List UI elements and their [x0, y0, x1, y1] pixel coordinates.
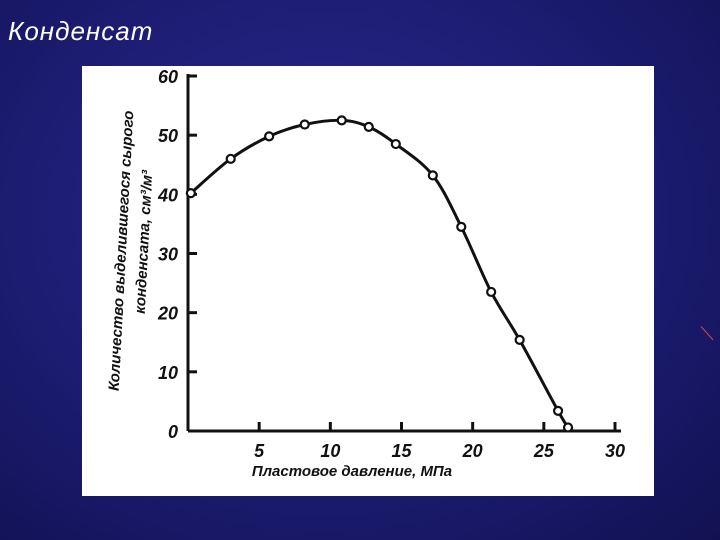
y-axis-label-line2: конденсата, см³/м³	[132, 169, 157, 315]
x-tick-label: 20	[462, 441, 483, 461]
y-tick-label: 0	[168, 422, 178, 442]
y-tick-label: 50	[158, 126, 178, 146]
x-tick-label: 30	[605, 441, 625, 461]
x-axis-label: Пластовое давление, МПа	[252, 463, 452, 480]
x-tick-label: 5	[254, 441, 265, 461]
x-tick-label: 25	[533, 441, 555, 461]
data-point	[514, 334, 525, 345]
data-point	[336, 115, 347, 126]
decorative-line	[700, 326, 714, 341]
data-point	[456, 221, 467, 232]
data-point	[390, 138, 401, 150]
data-point	[225, 153, 236, 164]
y-tick-label: 30	[158, 245, 178, 265]
series-line	[189, 118, 570, 429]
data-point	[185, 188, 196, 199]
y-tick-label: 40	[157, 185, 178, 205]
y-tick-label: 60	[158, 67, 178, 87]
y-tick-label: 20	[157, 304, 178, 324]
chart-axes	[186, 74, 621, 433]
data-points	[185, 115, 574, 433]
data-point	[552, 405, 564, 416]
x-tick-label: 10	[320, 441, 340, 461]
data-point	[562, 422, 574, 433]
data-point	[299, 119, 310, 130]
slide-title: Конденсат	[8, 16, 154, 46]
y-axis-ticks: 0 10 20 30 40 50 60	[157, 67, 197, 442]
y-axis-label-line1: Количество выделившегося сырого	[106, 110, 138, 391]
y-axis-label: Количество выделившегося сырого конденса…	[106, 110, 157, 391]
chart-panel: 0 10 20 30 40 50 60 5 10 15 20 25 30 Пластовое давл…	[82, 66, 654, 496]
data-point	[486, 286, 497, 298]
x-tick-label: 15	[391, 441, 412, 461]
data-point	[264, 131, 275, 142]
data-point	[427, 170, 438, 181]
data-point	[363, 121, 374, 132]
x-axis-ticks: 5 10 15 20 25 30	[254, 422, 625, 461]
chart-svg: 0 10 20 30 40 50 60 5 10 15 20 25 30 Пластовое давл…	[106, 67, 625, 480]
y-tick-label: 10	[158, 363, 178, 383]
